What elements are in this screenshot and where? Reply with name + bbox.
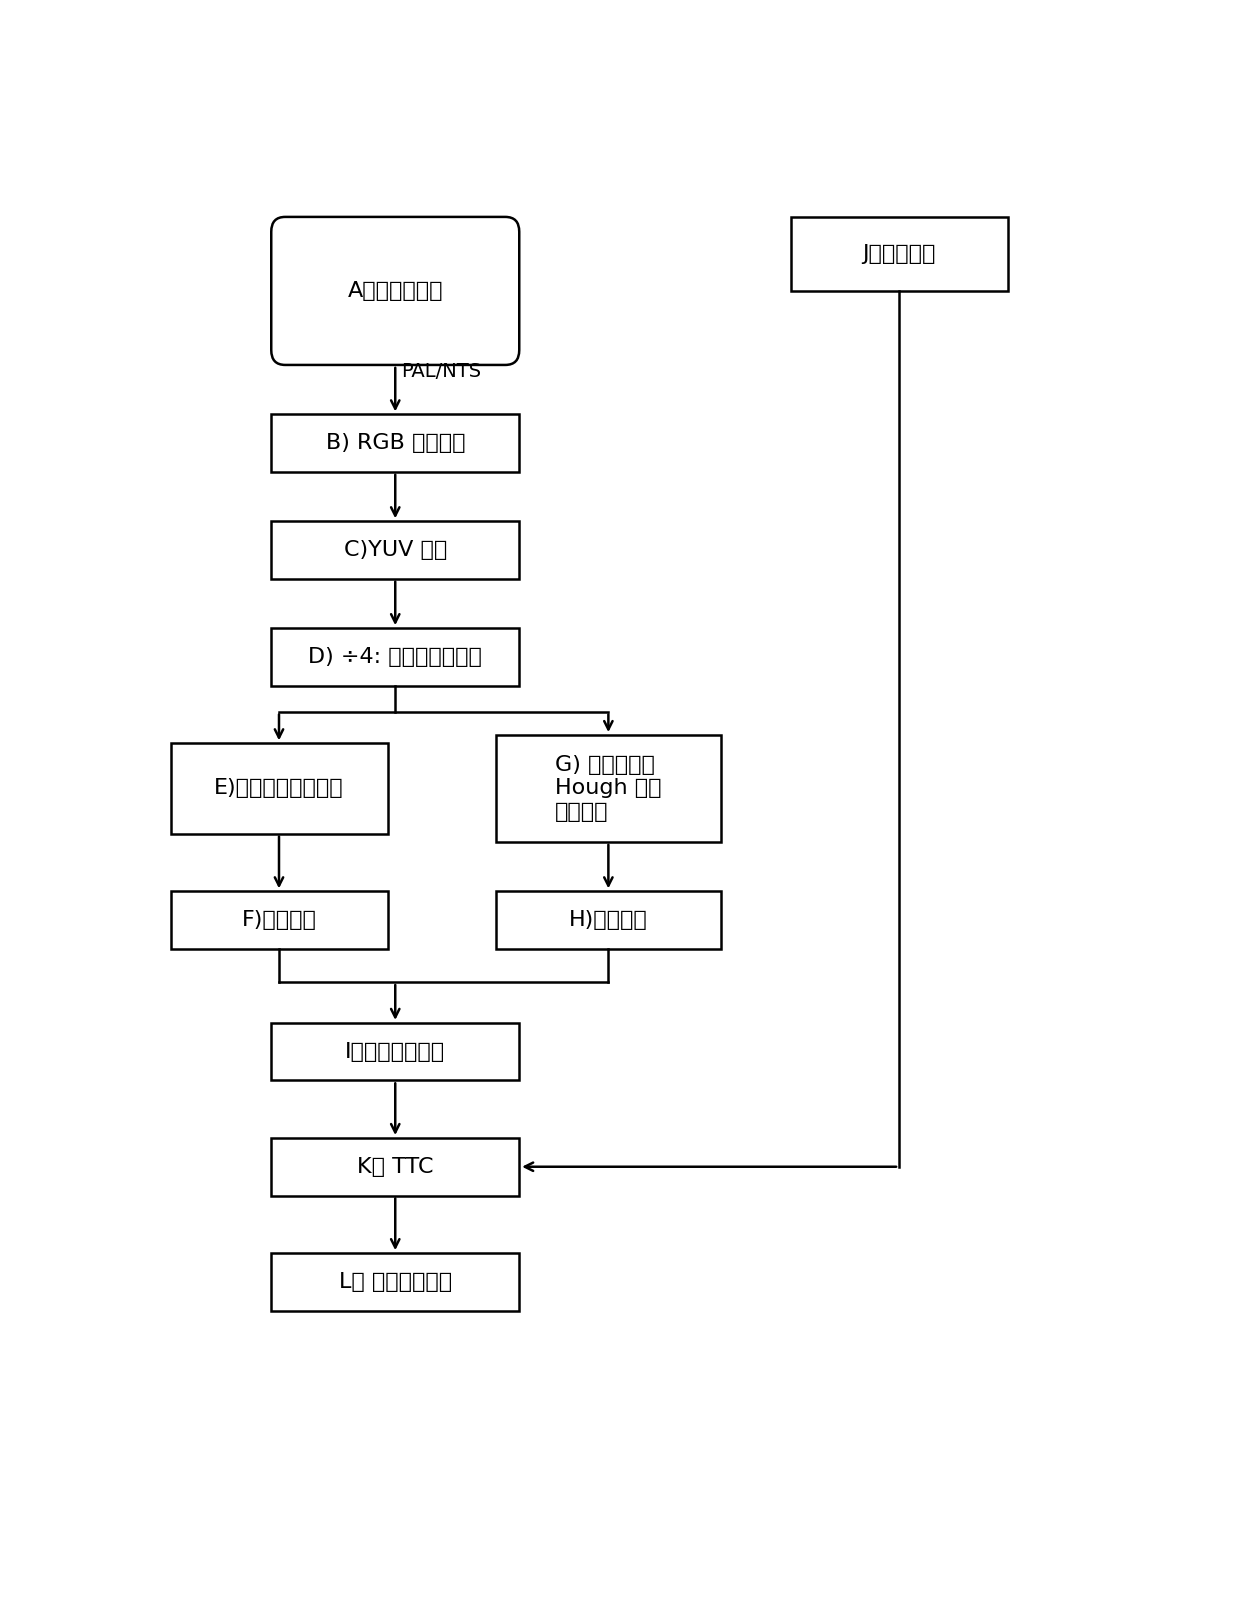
Bar: [272, 1022, 520, 1080]
Bar: [272, 415, 520, 473]
Bar: [171, 743, 387, 833]
Text: PAL/NTS: PAL/NTS: [402, 362, 481, 381]
Text: L） 警告信号输出: L） 警告信号输出: [339, 1272, 451, 1291]
Text: B) RGB 信号采集: B) RGB 信号采集: [325, 433, 465, 453]
Text: E)车尾灯识别：红色: E)车尾灯识别：红色: [215, 779, 343, 798]
Bar: [791, 216, 1007, 292]
Bar: [272, 628, 520, 686]
Text: G) 车型识别：
Hough 变换
边缘检测: G) 车型识别： Hough 变换 边缘检测: [556, 755, 662, 822]
Bar: [496, 891, 720, 948]
Bar: [272, 1137, 520, 1195]
Bar: [171, 891, 387, 948]
Text: K） TTC: K） TTC: [357, 1157, 434, 1177]
Text: D) ÷4: 图像分解为四份: D) ÷4: 图像分解为四份: [309, 647, 482, 666]
Bar: [496, 735, 720, 843]
Text: J：车速检测: J：车速检测: [862, 244, 936, 264]
Bar: [272, 521, 520, 578]
Text: F)平衡分析: F)平衡分析: [242, 910, 316, 931]
Text: A）前视摄像头: A）前视摄像头: [347, 280, 443, 301]
Text: H)平衡分析: H)平衡分析: [569, 910, 647, 931]
Text: C)YUV 编码: C)YUV 编码: [343, 540, 446, 561]
Bar: [272, 1253, 520, 1310]
FancyBboxPatch shape: [272, 216, 520, 365]
Text: I）前车距离计算: I）前车距离计算: [345, 1041, 445, 1062]
